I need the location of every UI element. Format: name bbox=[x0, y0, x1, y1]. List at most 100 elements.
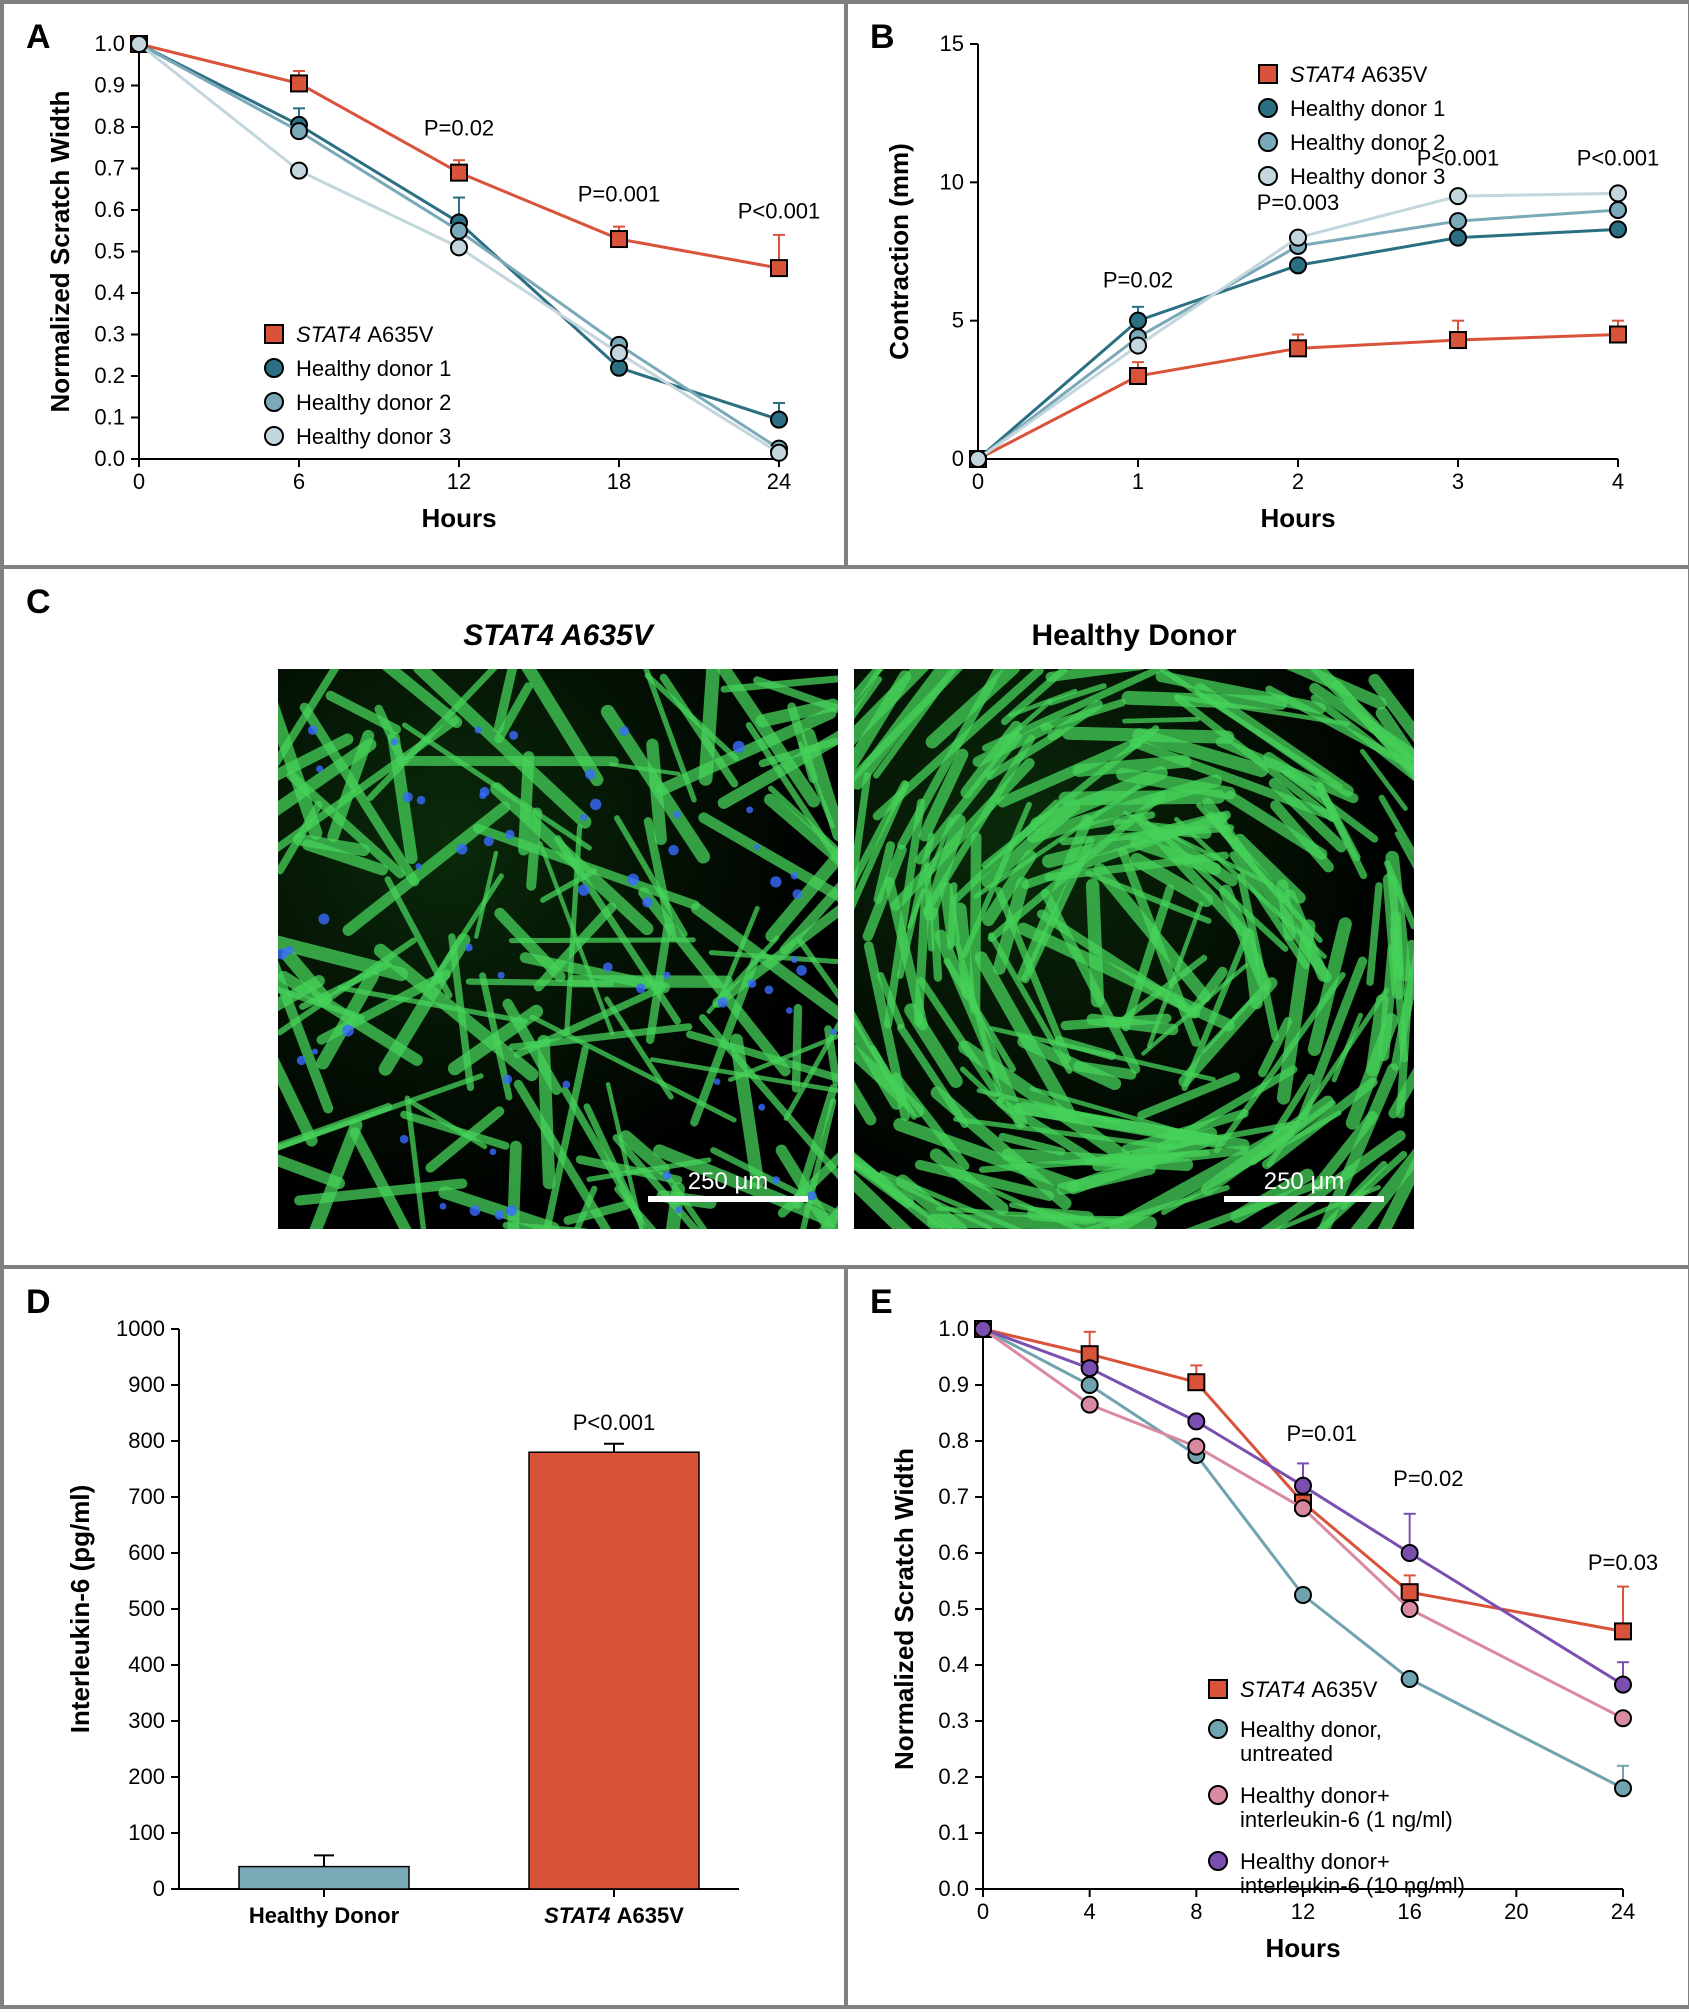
svg-text:STAT4 A635V: STAT4 A635V bbox=[296, 322, 434, 347]
svg-text:0.0: 0.0 bbox=[938, 1876, 969, 1901]
svg-text:0.3: 0.3 bbox=[94, 322, 125, 347]
figure-grid: A 061218240.00.10.20.30.40.50.60.70.80.9… bbox=[0, 0, 1689, 2009]
panel-b: B 01234051015HoursContraction (mm)P=0.02… bbox=[846, 2, 1689, 567]
svg-text:Normalized Scratch Width: Normalized Scratch Width bbox=[889, 1448, 919, 1770]
svg-text:Normalized Scratch Width: Normalized Scratch Width bbox=[45, 91, 75, 413]
svg-text:Interleukin-6 (pg/ml): Interleukin-6 (pg/ml) bbox=[65, 1485, 95, 1733]
svg-text:Hours: Hours bbox=[1260, 503, 1335, 533]
svg-text:6: 6 bbox=[293, 469, 305, 494]
svg-text:0.0: 0.0 bbox=[94, 446, 125, 471]
svg-text:3: 3 bbox=[1452, 469, 1464, 494]
svg-text:0.5: 0.5 bbox=[938, 1596, 969, 1621]
svg-text:250 μm: 250 μm bbox=[1264, 1169, 1345, 1195]
svg-text:0.7: 0.7 bbox=[94, 156, 125, 181]
svg-text:interleukin-6 (10 ng/ml): interleukin-6 (10 ng/ml) bbox=[1240, 1873, 1465, 1898]
svg-text:100: 100 bbox=[128, 1820, 165, 1845]
panel-d-letter: D bbox=[26, 1283, 51, 1322]
panel-d: D 0 100 200 300 400 500 600 700 800 900 1000 Interl… bbox=[2, 1267, 846, 2007]
svg-text:24: 24 bbox=[767, 469, 791, 494]
panel-b-letter: B bbox=[870, 18, 895, 57]
svg-text:1.0: 1.0 bbox=[94, 31, 125, 56]
svg-text:0.2: 0.2 bbox=[94, 363, 125, 388]
svg-text:STAT4 A635V: STAT4 A635V bbox=[1240, 1677, 1378, 1702]
svg-text:Healthy donor 3: Healthy donor 3 bbox=[1290, 164, 1445, 189]
svg-text:0.9: 0.9 bbox=[938, 1372, 969, 1397]
svg-text:0.5: 0.5 bbox=[94, 239, 125, 264]
svg-text:800: 800 bbox=[128, 1428, 165, 1453]
svg-text:untreated: untreated bbox=[1240, 1741, 1333, 1766]
svg-text:Healthy donor 2: Healthy donor 2 bbox=[296, 390, 451, 415]
svg-text:P=0.02: P=0.02 bbox=[1103, 267, 1173, 292]
svg-text:0: 0 bbox=[153, 1876, 165, 1901]
svg-text:700: 700 bbox=[128, 1484, 165, 1509]
svg-text:18: 18 bbox=[607, 469, 631, 494]
svg-text:P=0.01: P=0.01 bbox=[1286, 1421, 1356, 1446]
svg-text:20: 20 bbox=[1504, 1899, 1528, 1924]
svg-text:16: 16 bbox=[1397, 1899, 1421, 1924]
svg-text:0: 0 bbox=[133, 469, 145, 494]
svg-text:1.0: 1.0 bbox=[938, 1316, 969, 1341]
svg-text:Healthy donor 2: Healthy donor 2 bbox=[1290, 130, 1445, 155]
svg-text:Healthy donor+: Healthy donor+ bbox=[1240, 1783, 1390, 1808]
chart-a: 061218240.00.10.20.30.40.50.60.70.80.91.… bbox=[4, 4, 844, 569]
svg-text:300: 300 bbox=[128, 1708, 165, 1733]
svg-text:P<0.001: P<0.001 bbox=[573, 1410, 656, 1435]
svg-text:0.6: 0.6 bbox=[938, 1540, 969, 1565]
svg-text:1: 1 bbox=[1132, 469, 1144, 494]
svg-text:P=0.02: P=0.02 bbox=[424, 115, 494, 140]
svg-text:1000: 1000 bbox=[116, 1316, 165, 1341]
panel-a: A 061218240.00.10.20.30.40.50.60.70.80.9… bbox=[2, 2, 846, 567]
svg-text:Hours: Hours bbox=[1265, 1933, 1340, 1963]
svg-text:Healthy donor 1: Healthy donor 1 bbox=[296, 356, 451, 381]
chart-b: 01234051015HoursContraction (mm)P=0.02P=… bbox=[848, 4, 1688, 569]
svg-text:STAT4 A635V: STAT4 A635V bbox=[544, 1903, 684, 1928]
svg-text:P=0.003: P=0.003 bbox=[1257, 190, 1340, 215]
svg-text:P=0.02: P=0.02 bbox=[1393, 1466, 1463, 1491]
svg-text:0: 0 bbox=[952, 446, 964, 471]
svg-text:0.4: 0.4 bbox=[938, 1652, 969, 1677]
svg-text:0.6: 0.6 bbox=[94, 197, 125, 222]
svg-text:P=0.001: P=0.001 bbox=[578, 182, 661, 207]
svg-text:250 μm: 250 μm bbox=[688, 1169, 769, 1195]
svg-text:0.2: 0.2 bbox=[938, 1764, 969, 1789]
svg-text:Healthy donor,: Healthy donor, bbox=[1240, 1717, 1382, 1742]
svg-text:500: 500 bbox=[128, 1596, 165, 1621]
svg-text:400: 400 bbox=[128, 1652, 165, 1677]
svg-text:0: 0 bbox=[977, 1899, 989, 1924]
svg-text:12: 12 bbox=[1291, 1899, 1315, 1924]
svg-text:P<0.001: P<0.001 bbox=[738, 198, 821, 223]
microscopy-stat4: 250 μm bbox=[278, 669, 838, 1229]
svg-text:15: 15 bbox=[940, 31, 964, 56]
svg-text:200: 200 bbox=[128, 1764, 165, 1789]
micro-left-title: STAT4 A635V bbox=[278, 619, 838, 653]
microscopy-healthy: 250 μm bbox=[854, 669, 1414, 1229]
svg-text:Healthy Donor: Healthy Donor bbox=[249, 1903, 400, 1928]
svg-text:0.7: 0.7 bbox=[938, 1484, 969, 1509]
svg-text:0: 0 bbox=[972, 469, 984, 494]
panel-e: E 0 4 8 12 16 20 24 0.0 0.1 0.2 0.3 0.4 0.5 0.6 0.7 0.8… bbox=[846, 1267, 1689, 2007]
svg-text:P<0.001: P<0.001 bbox=[1577, 146, 1660, 171]
svg-text:Healthy donor+: Healthy donor+ bbox=[1240, 1849, 1390, 1874]
svg-text:Contraction (mm): Contraction (mm) bbox=[884, 143, 914, 360]
svg-text:5: 5 bbox=[952, 308, 964, 333]
svg-text:900: 900 bbox=[128, 1372, 165, 1397]
svg-text:0.3: 0.3 bbox=[938, 1708, 969, 1733]
micro-right-title: Healthy Donor bbox=[854, 619, 1414, 653]
svg-text:4: 4 bbox=[1084, 1899, 1096, 1924]
svg-text:Hours: Hours bbox=[421, 503, 496, 533]
svg-text:Healthy donor 1: Healthy donor 1 bbox=[1290, 96, 1445, 121]
panel-e-letter: E bbox=[870, 1283, 893, 1322]
svg-text:600: 600 bbox=[128, 1540, 165, 1565]
svg-text:interleukin-6 (1 ng/ml): interleukin-6 (1 ng/ml) bbox=[1240, 1807, 1453, 1832]
svg-text:0.1: 0.1 bbox=[938, 1820, 969, 1845]
svg-text:P=0.03: P=0.03 bbox=[1588, 1550, 1658, 1575]
svg-text:0.8: 0.8 bbox=[94, 114, 125, 139]
svg-text:8: 8 bbox=[1190, 1899, 1202, 1924]
svg-text:0.4: 0.4 bbox=[94, 280, 125, 305]
svg-text:0.8: 0.8 bbox=[938, 1428, 969, 1453]
chart-e: 0 4 8 12 16 20 24 0.0 0.1 0.2 0.3 0.4 0.5 0.6 0.7 0.8 0.… bbox=[848, 1269, 1688, 2009]
svg-text:0.1: 0.1 bbox=[94, 405, 125, 430]
chart-d: 0 100 200 300 400 500 600 700 800 900 1000 Interleu… bbox=[4, 1269, 844, 2009]
svg-text:24: 24 bbox=[1611, 1899, 1635, 1924]
svg-text:12: 12 bbox=[447, 469, 471, 494]
